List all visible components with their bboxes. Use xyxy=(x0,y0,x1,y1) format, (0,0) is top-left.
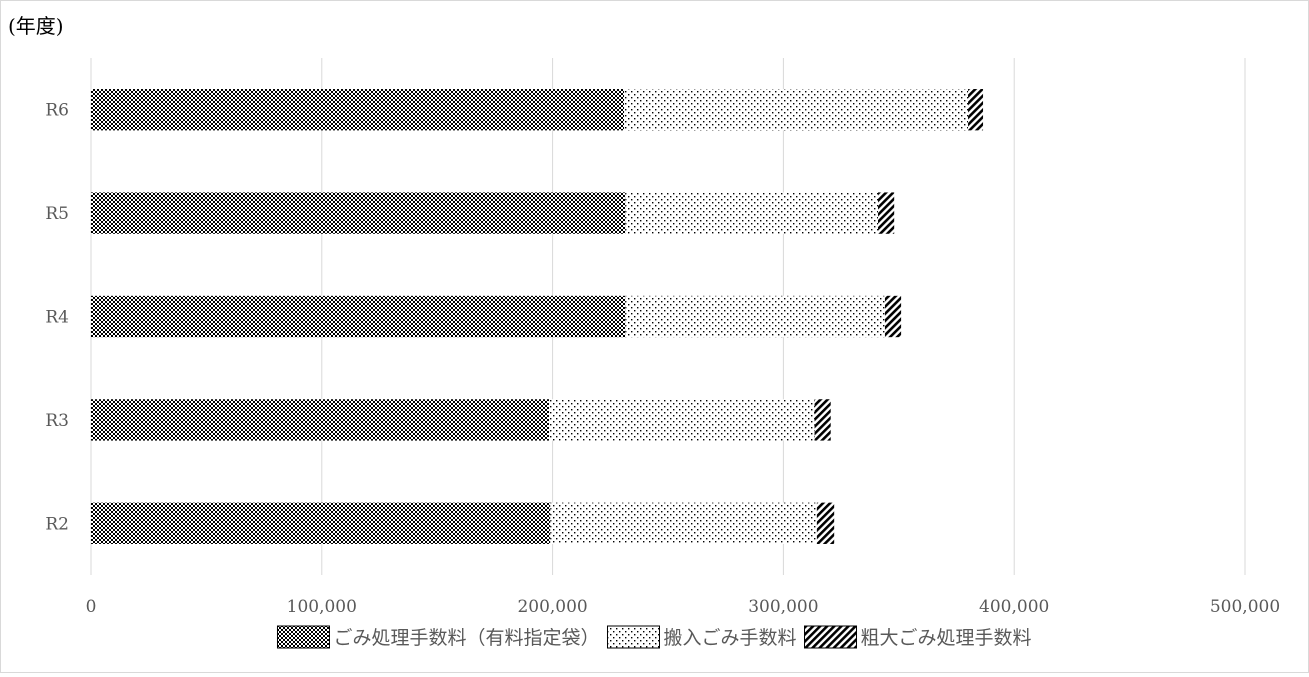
bar-segment-2 xyxy=(625,192,879,234)
bar-segment-3 xyxy=(878,192,895,234)
bar-segment-3 xyxy=(884,295,902,338)
legend-swatch-1 xyxy=(276,625,330,649)
x-tick-label: 400,000 xyxy=(979,597,1049,617)
x-tick-label: 0 xyxy=(86,597,97,617)
legend-label: ごみ処理手数料（有料指定袋） xyxy=(333,627,599,649)
bar-segment-1 xyxy=(91,399,550,441)
bar-segment-1 xyxy=(91,89,625,131)
x-tick-label: 200,000 xyxy=(517,597,587,617)
bar-segment-2 xyxy=(625,295,885,338)
x-tick-label: 500,000 xyxy=(1210,597,1280,617)
bar-segment-1 xyxy=(91,502,551,544)
bar-segment-1 xyxy=(91,295,626,338)
y-axis-title: (年度) xyxy=(8,14,64,38)
legend-swatch-2 xyxy=(606,625,660,649)
category-label: R4 xyxy=(45,308,69,328)
x-tick-label: 300,000 xyxy=(748,597,818,617)
category-label: R6 xyxy=(45,101,69,121)
legend-label: 搬入ごみ手数料 xyxy=(663,627,796,649)
category-label: R2 xyxy=(45,514,69,534)
category-label: R3 xyxy=(45,411,69,431)
category-axis-labels: R6 R5 R4 R3 R2 xyxy=(45,101,69,535)
bar-segment-2 xyxy=(550,502,817,544)
legend-label: 粗大ごみ処理手数料 xyxy=(861,627,1032,649)
bar-segment-2 xyxy=(624,89,969,131)
bar-segment-1 xyxy=(91,192,626,234)
bar-segment-2 xyxy=(549,399,815,441)
value-axis-labels: 0 100,000 200,000 300,000 400,000 500,000 xyxy=(86,597,1281,617)
x-tick-label: 100,000 xyxy=(287,597,357,617)
bar-segment-3 xyxy=(968,89,984,131)
category-label: R5 xyxy=(45,204,69,224)
bar-segment-3 xyxy=(814,399,831,441)
legend-swatch-3 xyxy=(804,625,858,649)
legend: ごみ処理手数料（有料指定袋） 搬入ごみ手数料 粗大ごみ処理手数料 xyxy=(276,625,1032,649)
bar-segment-3 xyxy=(816,502,835,544)
bar-series xyxy=(91,89,984,544)
